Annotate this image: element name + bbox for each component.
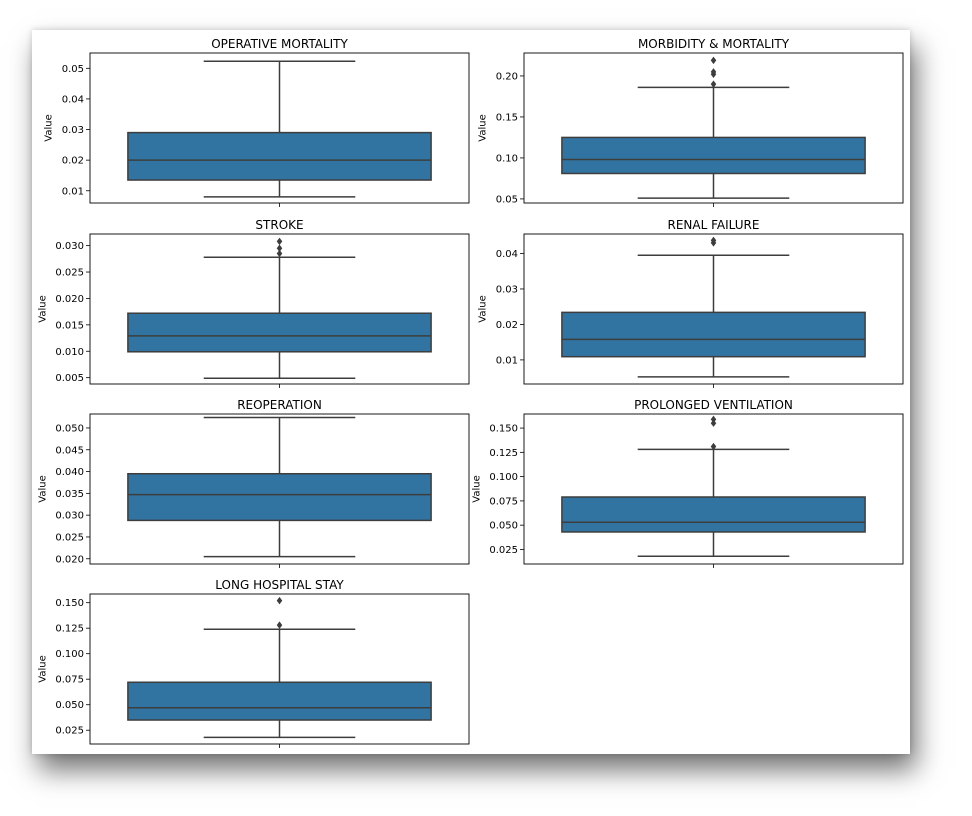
outlier-point [710,236,717,245]
outlier-point [276,596,283,605]
panel-title: REOPERATION [237,398,322,412]
y-axis-label: Value [478,114,489,141]
y-tick-label: 0.075 [489,496,518,507]
y-tick-label: 0.02 [496,320,518,331]
y-tick-label: 0.025 [489,545,518,556]
y-tick-label: 0.03 [62,125,84,136]
y-tick-label: 0.20 [496,71,518,82]
panel-title: PROLONGED VENTILATION [634,398,793,412]
y-axis-label: Value [38,475,49,502]
y-axis-label: Value [478,295,489,322]
y-tick-label: 0.050 [55,700,84,711]
y-tick-label: 0.125 [55,624,84,635]
boxplot-panel: RENAL FAILURE 0.01 0.02 0.03 0.04 Value [478,218,904,388]
boxplot-panel: PROLONGED VENTILATION 0.025 0.050 0.075 0.10… [472,398,904,568]
y-axis-label: Value [44,114,55,141]
y-tick-label: 0.010 [55,347,84,358]
y-tick-label: 0.04 [62,94,84,105]
iqr-box [127,472,432,522]
iqr-box [127,681,432,721]
y-tick-label: 0.075 [55,675,84,686]
panel-title: LONG HOSPITAL STAY [215,578,344,592]
y-tick-label: 0.100 [489,472,518,483]
y-tick-label: 0.025 [55,532,84,543]
y-tick-label: 0.005 [55,373,84,384]
outlier-point [276,244,283,252]
iqr-box [127,312,432,353]
iqr-box [127,131,432,181]
iqr-box [561,311,866,358]
panel-title: RENAL FAILURE [668,218,760,232]
y-tick-label: 0.150 [489,424,518,435]
iqr-box [561,496,866,533]
y-tick-label: 0.040 [55,467,84,478]
boxplot-panel: REOPERATION 0.020 0.025 0.030 0.035 0.040 0.04… [38,398,470,568]
y-tick-label: 0.035 [55,489,84,500]
iqr-box [561,136,866,175]
y-tick-label: 0.01 [62,186,84,197]
outlier-point [710,68,717,76]
boxplot-panel: MORBIDITY & MORTALITY 0.05 0.10 0.15 0.20 Val… [478,37,904,207]
y-tick-label: 0.045 [55,445,84,456]
panel-title: MORBIDITY & MORTALITY [638,37,790,51]
outlier-point [276,237,283,246]
y-tick-label: 0.020 [55,554,84,565]
outlier-point [710,80,717,88]
y-tick-label: 0.04 [496,249,518,260]
y-tick-label: 0.125 [489,448,518,459]
y-tick-label: 0.15 [496,112,518,123]
y-tick-label: 0.150 [55,598,84,609]
outlier-point [276,249,283,258]
y-tick-label: 0.05 [496,194,518,205]
outlier-point [710,56,717,65]
y-tick-label: 0.01 [496,355,518,366]
y-tick-label: 0.020 [55,294,84,305]
y-tick-label: 0.015 [55,320,84,331]
boxplot-panel: LONG HOSPITAL STAY 0.025 0.050 0.075 0.100 0.… [38,578,470,748]
y-axis-label: Value [38,295,49,322]
y-tick-label: 0.100 [55,649,84,660]
outlier-point [710,442,717,451]
outlier-point [276,621,283,629]
panel-title: OPERATIVE MORTALITY [211,37,348,51]
boxplot-panel: OPERATIVE MORTALITY 0.01 0.02 0.03 0.04 0.05 V… [44,37,470,207]
y-axis-label: Value [38,655,49,682]
y-tick-label: 0.02 [62,156,84,167]
y-tick-label: 0.03 [496,284,518,295]
y-axis-label: Value [472,475,483,502]
y-tick-label: 0.10 [496,153,518,164]
outlier-point [710,415,717,424]
y-tick-label: 0.05 [62,64,84,75]
y-tick-label: 0.025 [55,268,84,279]
y-tick-label: 0.030 [55,241,84,252]
y-tick-label: 0.050 [489,521,518,532]
y-tick-label: 0.050 [55,423,84,434]
y-tick-label: 0.025 [55,726,84,737]
outlier-point [710,419,717,427]
boxplot-panel: STROKE 0.005 0.010 0.015 0.020 0.025 0.030 Valu… [38,218,470,388]
panel-title: STROKE [255,218,303,232]
y-tick-label: 0.030 [55,511,84,522]
